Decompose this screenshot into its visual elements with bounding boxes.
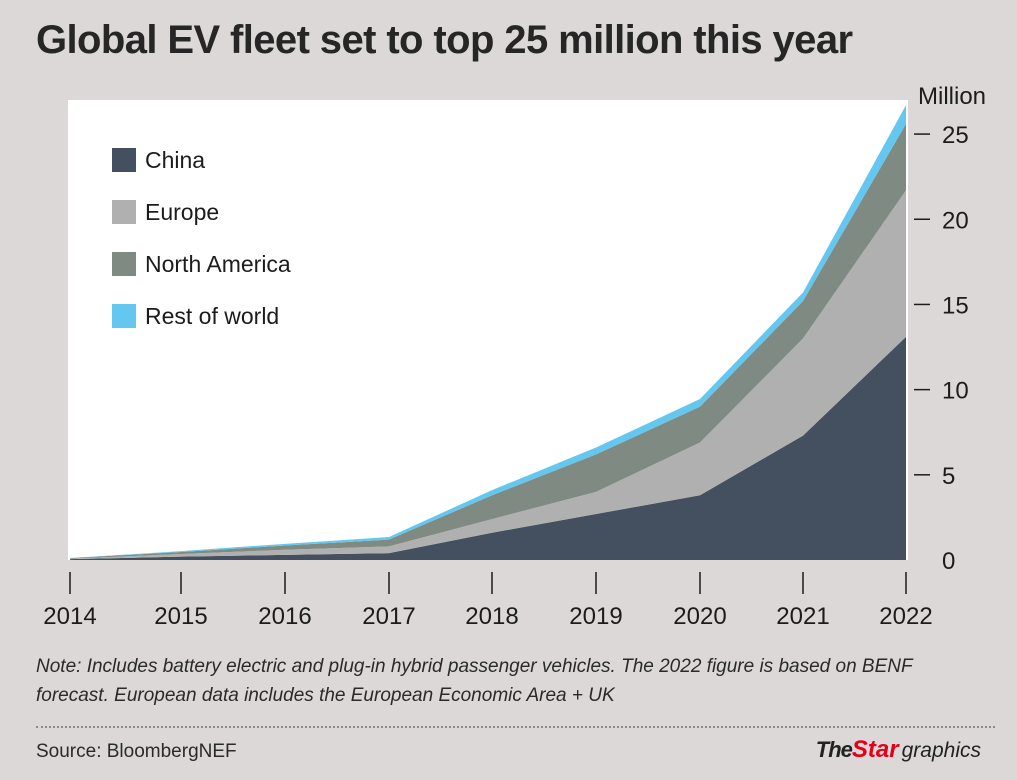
- logo-star: Star: [851, 736, 899, 763]
- x-tick-label: 2022: [879, 603, 932, 630]
- y-tick-label: 0: [942, 548, 955, 575]
- chart-note: Note: Includes battery electric and plug…: [36, 656, 913, 706]
- y-tick-label: 5: [942, 463, 955, 490]
- x-tick-label: 2014: [43, 603, 96, 630]
- area-europe: [70, 190, 906, 560]
- chart-title: Global EV fleet set to top 25 million th…: [36, 18, 853, 62]
- y-tick-label: 15: [942, 292, 969, 319]
- x-axis: 2014 2015 2016 2017 2018 2019 2020 2021 2022: [43, 572, 933, 630]
- legend-swatch-rest-of-world: [112, 304, 136, 328]
- legend-label-north-america: North America: [145, 251, 291, 277]
- legend-label-china: China: [145, 147, 205, 173]
- footer-divider: [36, 726, 995, 728]
- legend-swatch-europe: [112, 200, 136, 224]
- x-tick-label: 2016: [258, 603, 311, 630]
- x-tick-label: 2020: [673, 603, 726, 630]
- x-tick-label: 2015: [154, 603, 207, 630]
- legend-swatch-china: [112, 148, 136, 172]
- logo-the: The: [815, 737, 853, 762]
- y-axis: Million 0 5 10 15 20 25: [914, 83, 986, 575]
- x-tick-label: 2019: [569, 603, 622, 630]
- y-tick-label: 25: [942, 122, 969, 149]
- legend-label-rest-of-world: Rest of world: [145, 303, 279, 329]
- y-tick-label: 20: [942, 207, 969, 234]
- source-credit: Source: BloombergNEF: [36, 741, 237, 762]
- x-tick-label: 2018: [465, 603, 518, 630]
- x-tick-label: 2021: [776, 603, 829, 630]
- legend: China Europe North America Rest of world: [112, 147, 291, 329]
- x-tick-label: 2017: [362, 603, 415, 630]
- legend-label-europe: Europe: [145, 199, 219, 225]
- area-china: [70, 336, 906, 560]
- stacked-areas: [70, 105, 906, 560]
- legend-swatch-north-america: [112, 252, 136, 276]
- thestar-graphics-logo: TheStar graphics: [816, 736, 981, 764]
- logo-graphics: graphics: [901, 739, 981, 762]
- y-tick-label: 10: [942, 378, 969, 405]
- y-axis-label: Million: [918, 83, 986, 110]
